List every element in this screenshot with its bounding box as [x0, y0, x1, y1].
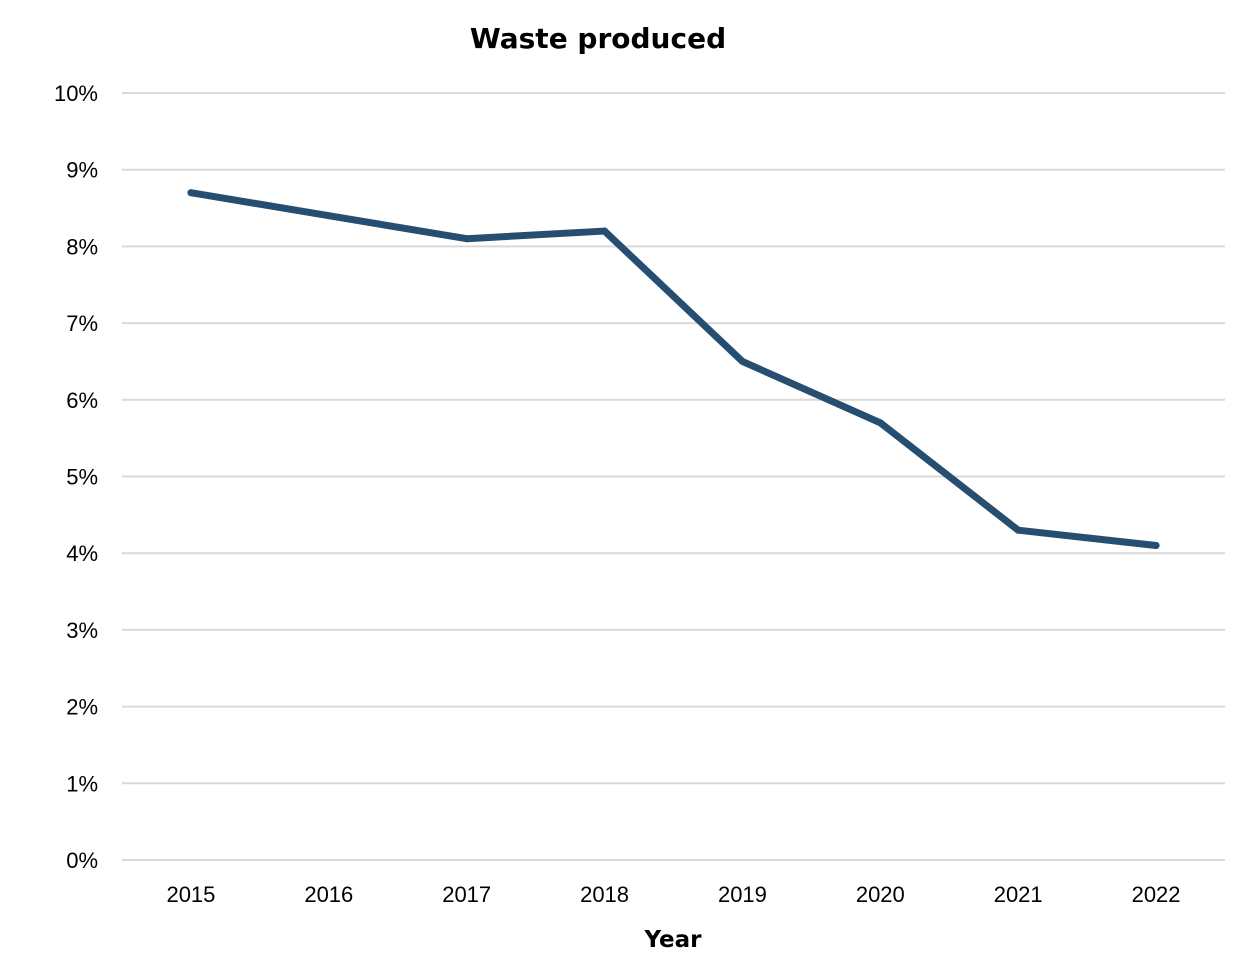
y-tick-label: 7% — [66, 311, 98, 336]
y-tick-label: 2% — [66, 695, 98, 720]
y-tick-label: 0% — [66, 848, 98, 873]
data-point — [876, 419, 884, 427]
x-tick-label: 2015 — [166, 882, 215, 907]
data-point — [1152, 542, 1160, 550]
x-tick-label: 2020 — [856, 882, 905, 907]
x-tick-label: 2018 — [580, 882, 629, 907]
y-tick-label: 9% — [66, 158, 98, 183]
data-point — [187, 189, 195, 197]
series-line — [187, 189, 1160, 550]
data-point — [325, 212, 333, 220]
data-point — [738, 357, 746, 365]
chart-title: Waste produced — [470, 22, 726, 55]
data-point — [463, 235, 471, 243]
y-tick-label: 10% — [54, 81, 98, 106]
x-tick-label: 2022 — [1132, 882, 1181, 907]
y-tick-label: 5% — [66, 465, 98, 490]
series-group — [187, 189, 1160, 550]
y-tick-label: 1% — [66, 771, 98, 796]
gridlines — [122, 92, 1225, 861]
data-point — [1014, 526, 1022, 534]
y-tick-label: 8% — [66, 234, 98, 259]
x-axis-tick-labels: 2015 2016 2017 2018 2019 2020 2021 2022 — [166, 882, 1180, 907]
y-tick-label: 4% — [66, 541, 98, 566]
x-axis-label: Year — [643, 927, 702, 953]
x-tick-label: 2017 — [442, 882, 491, 907]
y-tick-label: 3% — [66, 618, 98, 643]
x-tick-label: 2019 — [718, 882, 767, 907]
x-tick-label: 2021 — [994, 882, 1043, 907]
y-tick-label: 6% — [66, 388, 98, 413]
data-point — [601, 227, 609, 235]
x-tick-label: 2016 — [304, 882, 353, 907]
y-axis-tick-labels: 0% 1% 2% 3% 4% 5% 6% 7% 8% 9% 10% — [54, 81, 98, 873]
